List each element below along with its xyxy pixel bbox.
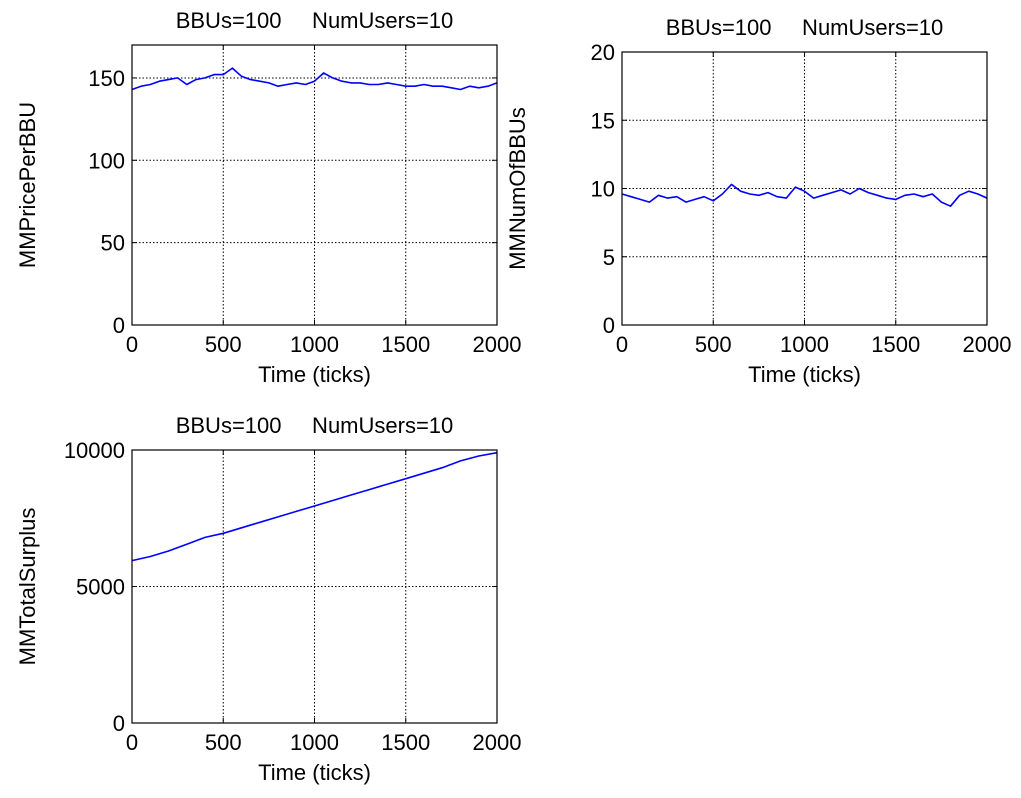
subplot-1: 0 500 1000 1500 2000 0 50 100 150 BBUs=100 NumUse… [15, 8, 521, 387]
x-tick-label: 1500 [381, 730, 430, 755]
x-tick-label: 1500 [381, 332, 430, 357]
y-axis-label: MMPricePerBBU [15, 102, 40, 268]
x-tick-label: 2000 [473, 332, 522, 357]
x-tick-label: 1500 [871, 332, 920, 357]
y-tick-label: 10000 [64, 438, 125, 463]
y-axis-label: MMTotalSurplus [15, 508, 40, 666]
chart-title: BBUs=100 NumUsers=10 [176, 8, 454, 33]
x-tick-label: 0 [616, 332, 628, 357]
x-tick-label: 500 [205, 730, 242, 755]
chart-title: BBUs=100 NumUsers=10 [666, 15, 944, 40]
x-tick-label: 2000 [963, 332, 1012, 357]
y-tick-label: 5000 [76, 575, 125, 600]
x-axis-label: Time (ticks) [748, 362, 861, 387]
x-tick-label: 0 [126, 332, 138, 357]
y-tick-label: 20 [591, 40, 615, 65]
x-axis-label: Time (ticks) [258, 362, 371, 387]
x-tick-label: 2000 [473, 730, 522, 755]
y-tick-label: 5 [603, 245, 615, 270]
x-axis-label: Time (ticks) [258, 760, 371, 785]
chart-title: BBUs=100 NumUsers=10 [176, 413, 454, 438]
y-tick-label: 100 [88, 148, 125, 173]
subplot-3: 0 500 1000 1500 2000 0 5000 10000 BBUs=100 NumUs… [15, 413, 521, 785]
y-tick-label: 15 [591, 108, 615, 133]
y-tick-label: 50 [101, 231, 125, 256]
x-tick-label: 500 [695, 332, 732, 357]
y-tick-label: 0 [113, 711, 125, 736]
x-tick-label: 1000 [290, 730, 339, 755]
y-tick-label: 10 [591, 177, 615, 202]
subplot-2: 0 500 1000 1500 2000 0 5 10 15 20 BBUs=100 NumUser… [505, 15, 1011, 387]
series-line [131, 451, 498, 562]
series-line [621, 183, 988, 207]
y-tick-label: 150 [88, 66, 125, 91]
x-tick-label: 500 [205, 332, 242, 357]
y-tick-label: 0 [603, 313, 615, 338]
y-tick-label: 0 [113, 313, 125, 338]
y-axis-label: MMNumOfBBUs [505, 107, 530, 270]
x-tick-label: 1000 [290, 332, 339, 357]
x-tick-label: 0 [126, 730, 138, 755]
series-line [131, 67, 498, 91]
x-tick-label: 1000 [780, 332, 829, 357]
